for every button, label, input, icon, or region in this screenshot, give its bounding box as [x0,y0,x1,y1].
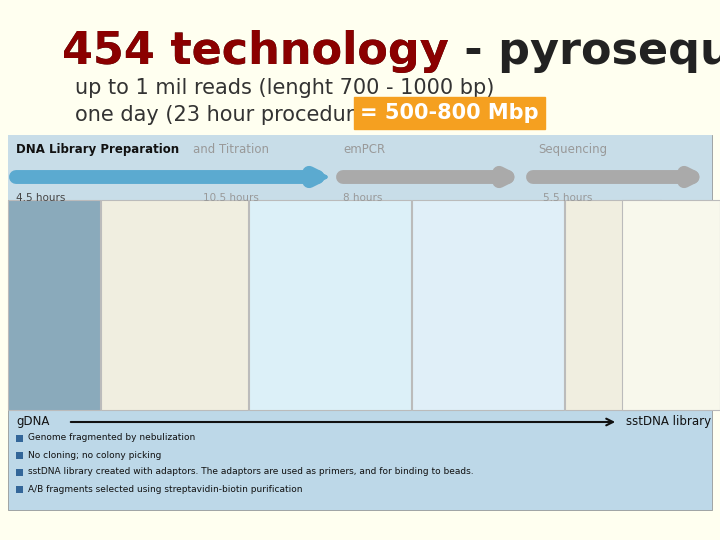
Bar [412,200,564,410]
Bar [8,135,712,200]
Text: emPCR: emPCR [343,143,385,156]
Text: up to 1 mil reads (lenght 700 - 1000 bp): up to 1 mil reads (lenght 700 - 1000 bp) [75,78,495,98]
Text: sstDNA library created with adaptors. The adaptors are used as primers, and for : sstDNA library created with adaptors. Th… [28,468,474,476]
Text: No cloning; no colony picking: No cloning; no colony picking [28,450,161,460]
Bar [16,435,23,442]
Bar [101,200,248,410]
Text: one day (23 hour procedure): one day (23 hour procedure) [75,105,382,125]
Bar [249,200,411,410]
Bar [8,135,712,510]
Bar [16,469,23,476]
Text: 5.5 hours: 5.5 hours [543,193,593,203]
Bar [16,452,23,459]
Bar [8,200,100,410]
Text: 8 hours: 8 hours [343,193,382,203]
Text: Genome fragmented by nebulization: Genome fragmented by nebulization [28,434,195,442]
Bar [565,200,661,410]
Text: gDNA: gDNA [16,415,50,429]
Text: 10.5 hours: 10.5 hours [203,193,259,203]
Text: and Titration: and Titration [193,143,269,156]
Text: A/B fragments selected using streptavidin-biotin purification: A/B fragments selected using streptavidi… [28,484,302,494]
Text: sstDNA library: sstDNA library [626,415,711,429]
Text: DNA Library Preparation: DNA Library Preparation [16,143,179,156]
Text: = 500-800 Mbp: = 500-800 Mbp [360,103,539,123]
Bar [622,200,720,410]
Text: 4.5 hours: 4.5 hours [16,193,66,203]
Text: 454 technology: 454 technology [63,30,449,73]
Text: Sequencing: Sequencing [538,143,607,156]
Text: 454 technology - pyrosequencing: 454 technology - pyrosequencing [63,30,720,73]
Bar [16,486,23,493]
